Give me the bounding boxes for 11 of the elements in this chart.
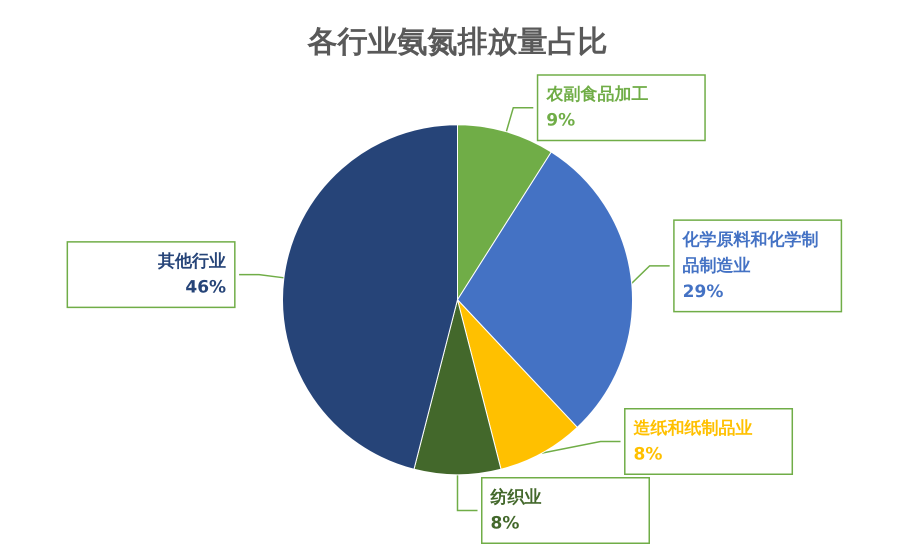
chart-title: 各行业氨氮排放量占比: [306, 24, 608, 60]
slice-label: 农副食品加工: [545, 84, 648, 105]
data-label: 8%: [490, 514, 520, 534]
data-label: 8%: [634, 444, 662, 464]
data-label: 9%: [546, 110, 576, 131]
data-label: 46%: [185, 278, 226, 298]
slice-label: 化学原料和化学制品制造业: [682, 230, 819, 276]
data-label: 29%: [682, 282, 724, 302]
slice-label: 其他行业: [157, 252, 226, 272]
slice-label: 纺织业: [490, 488, 542, 508]
slice-label: 造纸和纸制品业: [634, 418, 753, 438]
